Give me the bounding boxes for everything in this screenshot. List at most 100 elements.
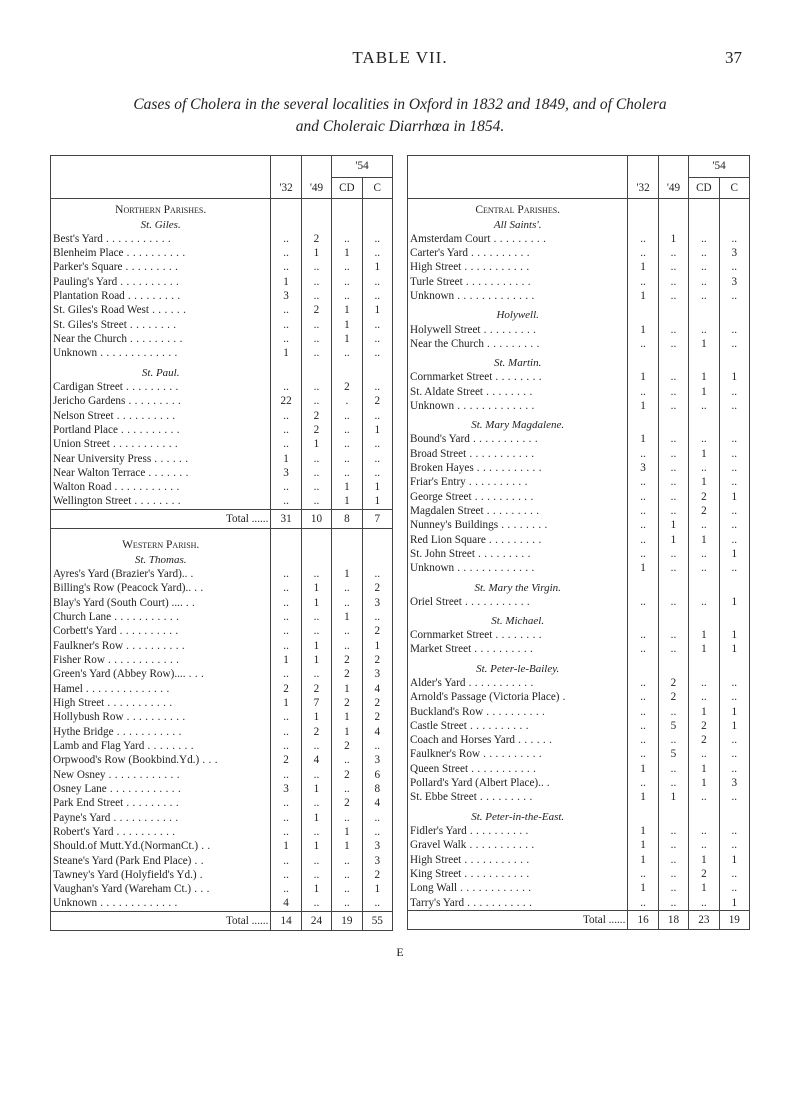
entry-value: .. bbox=[628, 385, 658, 399]
entry-value: 1 bbox=[719, 595, 749, 609]
entry-value: .. bbox=[719, 399, 749, 413]
entry-name: Turle Street . . . . . . . . . . . bbox=[408, 275, 628, 289]
entry-value: .. bbox=[362, 739, 392, 753]
entry-name: Plantation Road . . . . . . . . . bbox=[51, 289, 271, 303]
entry-value: 2 bbox=[301, 682, 331, 696]
entry-name: Red Lion Square . . . . . . . . . bbox=[408, 533, 628, 547]
entry-value: 1 bbox=[332, 494, 362, 509]
entry-value: 3 bbox=[362, 753, 392, 767]
entry-name: Gravel Walk . . . . . . . . . . . bbox=[408, 838, 628, 852]
entry-value: .. bbox=[271, 882, 301, 896]
entry-name: Unknown . . . . . . . . . . . . . bbox=[51, 896, 271, 911]
subsection-head: St. Mary the Virgin. bbox=[408, 581, 628, 595]
entry-value: 1 bbox=[362, 480, 392, 494]
entry-value: 1 bbox=[689, 475, 719, 489]
entry-name: Cardigan Street . . . . . . . . . bbox=[51, 380, 271, 394]
entry-value: .. bbox=[719, 461, 749, 475]
entry-name: Unknown . . . . . . . . . . . . . bbox=[408, 289, 628, 303]
entry-value: .. bbox=[689, 289, 719, 303]
entry-value: 2 bbox=[332, 796, 362, 810]
hdr-c: C bbox=[362, 177, 392, 198]
entry-name: Amsterdam Court . . . . . . . . . bbox=[408, 232, 628, 246]
entry-value: 1 bbox=[658, 790, 688, 804]
total-label: Total ...... bbox=[408, 910, 628, 929]
entry-name: King Street . . . . . . . . . . . bbox=[408, 867, 628, 881]
entry-value: 2 bbox=[689, 733, 719, 747]
entry-value: .. bbox=[301, 567, 331, 581]
entry-name: Parker's Square . . . . . . . . . bbox=[51, 260, 271, 274]
entry-name: St. John Street . . . . . . . . . bbox=[408, 547, 628, 561]
entry-value: .. bbox=[719, 337, 749, 351]
entry-value: 1 bbox=[362, 882, 392, 896]
entry-value: 1 bbox=[362, 494, 392, 509]
entry-value: .. bbox=[332, 753, 362, 767]
entry-value: 2 bbox=[332, 380, 362, 394]
entry-name: Vaughan's Yard (Wareham Ct.) . . . bbox=[51, 882, 271, 896]
entry-name: Nelson Street . . . . . . . . . . bbox=[51, 409, 271, 423]
entry-value: .. bbox=[719, 881, 749, 895]
entry-value: 1 bbox=[271, 653, 301, 667]
entry-value: .. bbox=[658, 762, 688, 776]
entry-value: 5 bbox=[658, 747, 688, 761]
section-head: Western Parish. bbox=[51, 534, 271, 553]
entry-value: .. bbox=[271, 624, 301, 638]
entry-name: Unknown . . . . . . . . . . . . . bbox=[51, 346, 271, 360]
entry-name: Buckland's Row . . . . . . . . . . bbox=[408, 705, 628, 719]
entry-name: Blay's Yard (South Court) .... . . bbox=[51, 596, 271, 610]
entry-value: .. bbox=[301, 289, 331, 303]
entry-value: 1 bbox=[271, 696, 301, 710]
entry-value: .. bbox=[301, 380, 331, 394]
entry-name: Wellington Street . . . . . . . . bbox=[51, 494, 271, 509]
entry-name: High Street . . . . . . . . . . . bbox=[408, 260, 628, 274]
entry-value: 1 bbox=[332, 332, 362, 346]
entry-value: .. bbox=[332, 596, 362, 610]
entry-name: Robert's Yard . . . . . . . . . . bbox=[51, 825, 271, 839]
entry-value: 1 bbox=[719, 705, 749, 719]
entry-value: 1 bbox=[332, 303, 362, 317]
entry-value: .. bbox=[658, 628, 688, 642]
entry-value: 2 bbox=[332, 667, 362, 681]
entry-name: Market Street . . . . . . . . . . bbox=[408, 642, 628, 656]
entry-value: .. bbox=[271, 409, 301, 423]
entry-value: 2 bbox=[301, 303, 331, 317]
entry-value: .. bbox=[628, 275, 658, 289]
entry-value: .. bbox=[689, 518, 719, 532]
entry-value: 3 bbox=[271, 782, 301, 796]
entry-value: .. bbox=[628, 628, 658, 642]
left-table: '32 '49 '54 CD C Northern Parishes.St. G… bbox=[50, 155, 393, 931]
entry-value: .. bbox=[689, 547, 719, 561]
subsection-head: St. Martin. bbox=[408, 356, 628, 370]
entry-value: .. bbox=[689, 747, 719, 761]
entry-value: 1 bbox=[301, 782, 331, 796]
entry-value: .. bbox=[658, 289, 688, 303]
entry-value: .. bbox=[301, 346, 331, 360]
entry-name: Long Wall . . . . . . . . . . . . bbox=[408, 881, 628, 895]
entry-value: 2 bbox=[362, 624, 392, 638]
caption-line-2: and Choleraic Diarrhœa in 1854. bbox=[296, 118, 505, 135]
entry-value: 6 bbox=[362, 768, 392, 782]
signature-mark: E bbox=[50, 945, 750, 960]
total-value: 19 bbox=[332, 911, 362, 930]
entry-value: 1 bbox=[332, 567, 362, 581]
entry-value: .. bbox=[301, 896, 331, 911]
entry-value: 1 bbox=[301, 839, 331, 853]
entry-name: Hythe Bridge . . . . . . . . . . . bbox=[51, 725, 271, 739]
entry-value: .. bbox=[362, 246, 392, 260]
entry-value: .. bbox=[628, 447, 658, 461]
entry-name: Walton Road . . . . . . . . . . . bbox=[51, 480, 271, 494]
subsection-head: St. Paul. bbox=[51, 366, 271, 380]
entry-value: .. bbox=[719, 762, 749, 776]
entry-value: 4 bbox=[362, 796, 392, 810]
entry-value: .. bbox=[628, 867, 658, 881]
entry-value: .. bbox=[628, 747, 658, 761]
entry-value: 1 bbox=[332, 825, 362, 839]
entry-value: .. bbox=[719, 504, 749, 518]
entry-value: 1 bbox=[658, 533, 688, 547]
entry-value: .. bbox=[332, 868, 362, 882]
entry-name: Unknown . . . . . . . . . . . . . bbox=[408, 399, 628, 413]
entry-value: .. bbox=[301, 825, 331, 839]
entry-value: .. bbox=[628, 705, 658, 719]
entry-value: .. bbox=[362, 466, 392, 480]
entry-value: 1 bbox=[362, 423, 392, 437]
entry-name: Park End Street . . . . . . . . . bbox=[51, 796, 271, 810]
